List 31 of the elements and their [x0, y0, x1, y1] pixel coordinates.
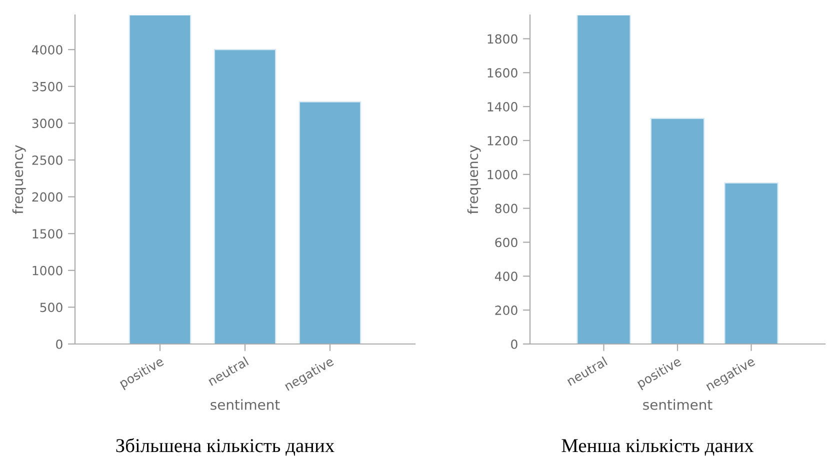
y-tick-label: 3000 [32, 118, 62, 128]
text: Менша кількість даних [562, 439, 754, 456]
y-tick-label: 200 [495, 306, 518, 316]
y-tick-label: 1800 [488, 34, 518, 44]
y-tick-label: 2500 [32, 155, 62, 165]
y-tick-label: 1600 [488, 68, 518, 78]
y-tick-label: 500 [40, 302, 62, 312]
y-tick-label: 600 [495, 238, 518, 248]
y-tick-label: 0 [511, 339, 518, 349]
y-axis-title: frequency [12, 145, 26, 214]
y-tick-label: 2000 [32, 192, 62, 202]
y-tick-label: 1200 [488, 136, 518, 146]
bar [724, 182, 778, 344]
bar [576, 15, 631, 344]
y-tick-label: 4000 [32, 45, 62, 55]
y-tick-label: 1400 [488, 102, 518, 112]
y-tick-label: 1000 [32, 266, 62, 276]
bar [298, 101, 362, 344]
bar [128, 15, 192, 344]
bar [214, 49, 276, 344]
y-tick-label: 800 [495, 204, 518, 214]
x-axis-title: sentiment [643, 399, 712, 410]
x-axis-title: sentiment [210, 399, 280, 410]
text: Збільшена кількість даних [116, 438, 334, 456]
y-axis-title: frequency [467, 145, 481, 214]
y-tick-label: 1500 [32, 229, 62, 239]
y-tick-label: 1000 [488, 170, 518, 180]
y-tick-label: 3500 [32, 82, 62, 92]
y-tick-label: 0 [56, 339, 62, 349]
y-tick-label: 400 [494, 272, 518, 282]
bar [650, 118, 705, 344]
